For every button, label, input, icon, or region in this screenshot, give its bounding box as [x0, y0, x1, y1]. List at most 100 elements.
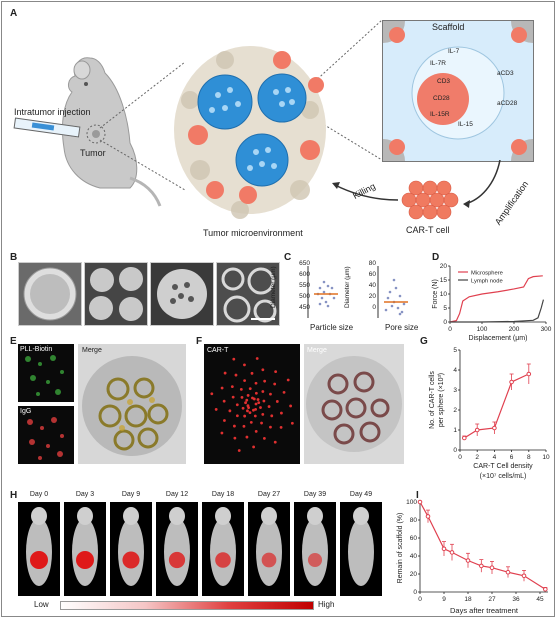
cart-cell-dot	[262, 399, 266, 403]
cart-cell-dot	[254, 402, 258, 406]
x-tick-label: 0	[418, 596, 422, 603]
c-right-xlabel: Pore size	[385, 323, 419, 332]
cart-cell-dot	[242, 424, 246, 428]
cart-cell-dot	[253, 414, 257, 418]
tumor-signal	[122, 551, 140, 569]
force-displacement-chart: 0 100 200 300 0 5 10 15 20 Displacement (μm) Force…	[432, 263, 552, 342]
day-label: Day 0	[29, 491, 49, 498]
y-tick-label: 60	[410, 535, 418, 542]
cart-cell-dot	[248, 387, 252, 391]
mouse-head	[77, 507, 93, 525]
mouse-head	[261, 507, 277, 525]
cart-cell-dot	[240, 395, 244, 399]
cart-cell-dot	[245, 435, 249, 439]
panel-label-g: G	[420, 336, 428, 347]
cart-cell-dot	[231, 395, 235, 399]
y-tick-label: 0	[453, 447, 457, 454]
y-tick-label: 1	[453, 427, 457, 434]
panel-label-f: F	[196, 336, 203, 347]
cart-cell-dot	[232, 357, 236, 361]
y-tick-label: 20	[410, 571, 418, 578]
y-tick-label: 3	[453, 387, 457, 394]
y-tick-label: 40	[410, 553, 418, 560]
x-tick-label: 0	[458, 454, 462, 461]
cart-cell-dot	[269, 425, 272, 429]
micrograph-spheres	[84, 262, 148, 326]
y-tick-label: 20	[440, 263, 448, 270]
cart-cell-dot	[270, 414, 274, 418]
cart-cell-dot	[243, 379, 246, 383]
y-tick-label: 0	[413, 589, 417, 596]
c-right-ticks: 80 60 40 20 0	[368, 260, 376, 311]
data-point	[479, 563, 484, 569]
tumor-signal	[76, 551, 94, 569]
mouse-image-tile	[18, 502, 60, 596]
cart-cell-dot	[246, 404, 250, 408]
mouse-image-tile	[110, 502, 152, 596]
x-tick-label: 18	[464, 596, 472, 603]
marker-il15r: IL-15R	[430, 111, 450, 118]
cart-cell-dot	[241, 406, 245, 410]
cart-cell-dot	[210, 392, 214, 396]
tumor-microenvironment-illustration	[174, 46, 326, 219]
scaffold-box	[361, 0, 555, 183]
x-tick-label: 9	[442, 596, 446, 603]
cart-cell-dot	[235, 403, 239, 407]
x-tick-label: 6	[510, 454, 514, 461]
x-tick-label: 10	[542, 454, 550, 461]
cart-cell-dot	[222, 399, 226, 403]
data-point	[474, 427, 480, 433]
cart-cell-dot	[230, 385, 234, 389]
f-merge-image	[304, 344, 404, 464]
mouse-image-tile	[64, 502, 106, 596]
intratumor-label: Intratumor injection	[14, 107, 91, 117]
e-merge-image	[78, 344, 186, 464]
cart-cell-dot	[290, 421, 294, 425]
x-tick-label: 45	[536, 596, 544, 603]
data-point	[509, 379, 514, 385]
marker-il7r: IL-7R	[430, 60, 446, 67]
day-label: Day 18	[211, 491, 235, 498]
series-line	[449, 275, 543, 323]
cart-cell-dot	[261, 390, 265, 393]
cart-cell-dot	[233, 436, 237, 440]
cart-cell-dot	[248, 411, 252, 415]
panel-label-d: D	[432, 252, 440, 263]
pll-biotin-label: PLL-Biotin	[20, 346, 53, 353]
data-point	[543, 587, 548, 592]
x-tick-label: 36	[512, 596, 520, 603]
data-point	[489, 565, 495, 570]
cart-cell-dot	[252, 397, 256, 401]
cart-cell-dot	[269, 392, 272, 396]
cart-cell-dot	[252, 445, 256, 449]
day-label: Day 3	[75, 491, 95, 498]
cart-cycle-illustration	[332, 160, 501, 220]
cart-cell-dot	[286, 378, 290, 382]
panel-label-e: E	[10, 336, 17, 347]
cart-cell-dot	[228, 409, 232, 413]
cart-cell-dot	[261, 368, 265, 372]
tumor-signal	[261, 552, 277, 568]
y-axis-label: Remain of scaffold (%)	[397, 513, 404, 584]
y-tick-label: 2	[453, 407, 457, 414]
cart-cell-dot	[223, 419, 226, 422]
cart-cell-dot	[254, 391, 258, 395]
cart-cell-dot	[262, 436, 266, 440]
panel-label-h: H	[10, 490, 18, 501]
y-axis-label-2: per sphere (×10³)	[438, 373, 445, 427]
igg-label: IgG	[20, 408, 32, 415]
x-tick-label: 0	[448, 326, 452, 333]
cart-cell-dot	[255, 357, 259, 360]
cart-cell-dot	[250, 371, 254, 375]
cart-cell-dot	[246, 394, 250, 397]
x-tick-label: 100	[477, 326, 488, 333]
mouse-image-tile	[294, 502, 336, 596]
panel-label-c: C	[284, 252, 292, 263]
c-left-xlabel: Particle size	[310, 323, 354, 332]
colorbar-high-label: High	[318, 600, 335, 609]
x-tick-label: 200	[509, 326, 520, 333]
cart-cell-dot	[260, 421, 263, 425]
cart-cell-dot	[257, 401, 261, 405]
mouse-body	[210, 518, 236, 586]
